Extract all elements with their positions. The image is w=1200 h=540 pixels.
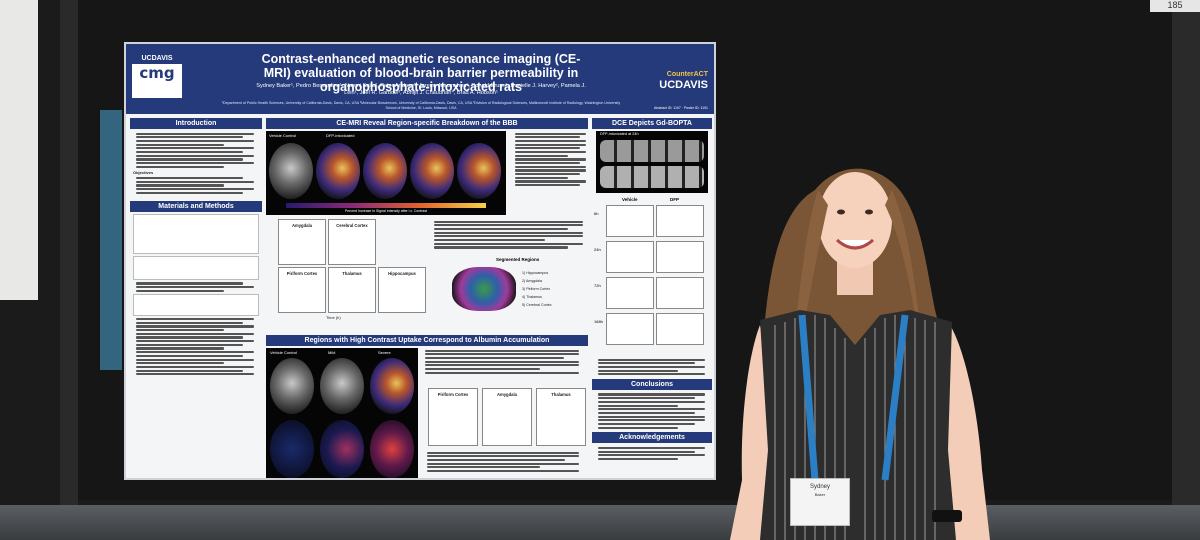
time-axis-label: Time (h) [326, 315, 341, 320]
section-materials-methods: Materials and Methods [130, 201, 262, 213]
segment-legend: 1) Hippocampus 2) Amygdala 3) Piriform C… [522, 271, 552, 307]
presenter-person [730, 168, 990, 540]
conclusions-text [592, 390, 712, 432]
dce-plot-vehicle-72h [606, 277, 654, 309]
badge-line2: Baker [814, 492, 826, 497]
poster-title: Contrast-enhanced magnetic resonance ima… [261, 52, 581, 94]
figure1-caption [509, 129, 591, 190]
uc-davis-cmg-logo: UCDAVIS cmg [132, 54, 182, 98]
scatter-piriform: Piriform Cortex [428, 388, 478, 446]
section-dce: DCE Depicts Gd-BOPTA Accumulation [592, 118, 712, 138]
poster-affiliations: ¹Department of Public Health Sciences, U… [221, 101, 621, 110]
section-conclusions: Conclusions [592, 378, 712, 390]
albumin-figure: Vehicle Control Mild Severe [266, 348, 418, 478]
board-number-tag: 185 [1150, 0, 1200, 12]
adjacent-poster-edge [0, 0, 38, 300]
plot-amygdala: Amygdala [278, 219, 326, 265]
dce-plot-dfp-24h [656, 241, 704, 273]
figure3-caption [422, 348, 586, 375]
adjacent-poster-stripe [100, 110, 122, 370]
section-introduction: Introduction [130, 118, 262, 129]
counteract-logo: CounterACT UCDAVIS [659, 71, 708, 91]
board-frame-left [60, 0, 78, 540]
research-poster: UCDAVIS cmg Contrast-enhanced magnetic r… [124, 42, 716, 480]
plot-thalamus: Thalamus [328, 267, 376, 313]
acknowledgements-text [592, 443, 712, 463]
figure5-caption [592, 355, 712, 379]
plot-cerebral-cortex: Cerebral Cortex [328, 219, 376, 265]
figure4-caption [424, 450, 586, 474]
name-badge: Sydney Baker [790, 478, 850, 526]
intro-text: Objectives [130, 129, 262, 197]
dce-plot-dfp-6h [656, 205, 704, 237]
column-results: CE-MRI Reveal Region-specific Breakdown … [266, 118, 591, 478]
poster-authors: Sydney Baker¹, Pedro Bernardino¹, Naomi … [256, 83, 586, 96]
floor [0, 505, 1200, 540]
section-acknowledgements: Acknowledgements [592, 432, 712, 444]
dce-plot-vehicle-24h [606, 241, 654, 273]
objectives-heading: Objectives [133, 169, 154, 175]
segmented-regions-image [452, 267, 516, 311]
mri-timecourse-figure: Vehicle Control DFP-intoxicated Percent … [266, 131, 506, 215]
plot-piriform-cortex: Piriform Cortex [278, 267, 326, 313]
segmented-regions-label: Segmented Regions [496, 257, 540, 262]
dce-plot-dfp-72h [656, 277, 704, 309]
poster-header: UCDAVIS cmg Contrast-enhanced magnetic r… [126, 44, 714, 114]
column-dce-conclusions: DCE Depicts Gd-BOPTA Accumulation DFP-in… [592, 118, 712, 464]
scatter-amygdala: Amygdala [482, 388, 532, 446]
figure2-caption [428, 217, 592, 252]
dce-plot-vehicle-6h [606, 205, 654, 237]
methods-text [130, 212, 262, 379]
section-regions-albumin: Regions with High Contrast Uptake Corres… [266, 335, 588, 346]
abstract-id: Abstract ID: 1197 · Poster ID: 1191 [654, 106, 708, 110]
column-intro-methods: Introduction Objectives Materials and Me… [130, 118, 262, 379]
section-ce-mri: CE-MRI Reveal Region-specific Breakdown … [266, 118, 588, 129]
badge-name: Sydney [809, 484, 830, 490]
dce-plot-dfp-168h [656, 313, 704, 345]
board-frame-right [1172, 0, 1200, 520]
scatter-thalamus: Thalamus [536, 388, 586, 446]
dce-plot-vehicle-168h [606, 313, 654, 345]
dce-image-grid: DFP-intoxicated at 24h [596, 131, 708, 193]
plot-hippocampus: Hippocampus [378, 267, 426, 313]
